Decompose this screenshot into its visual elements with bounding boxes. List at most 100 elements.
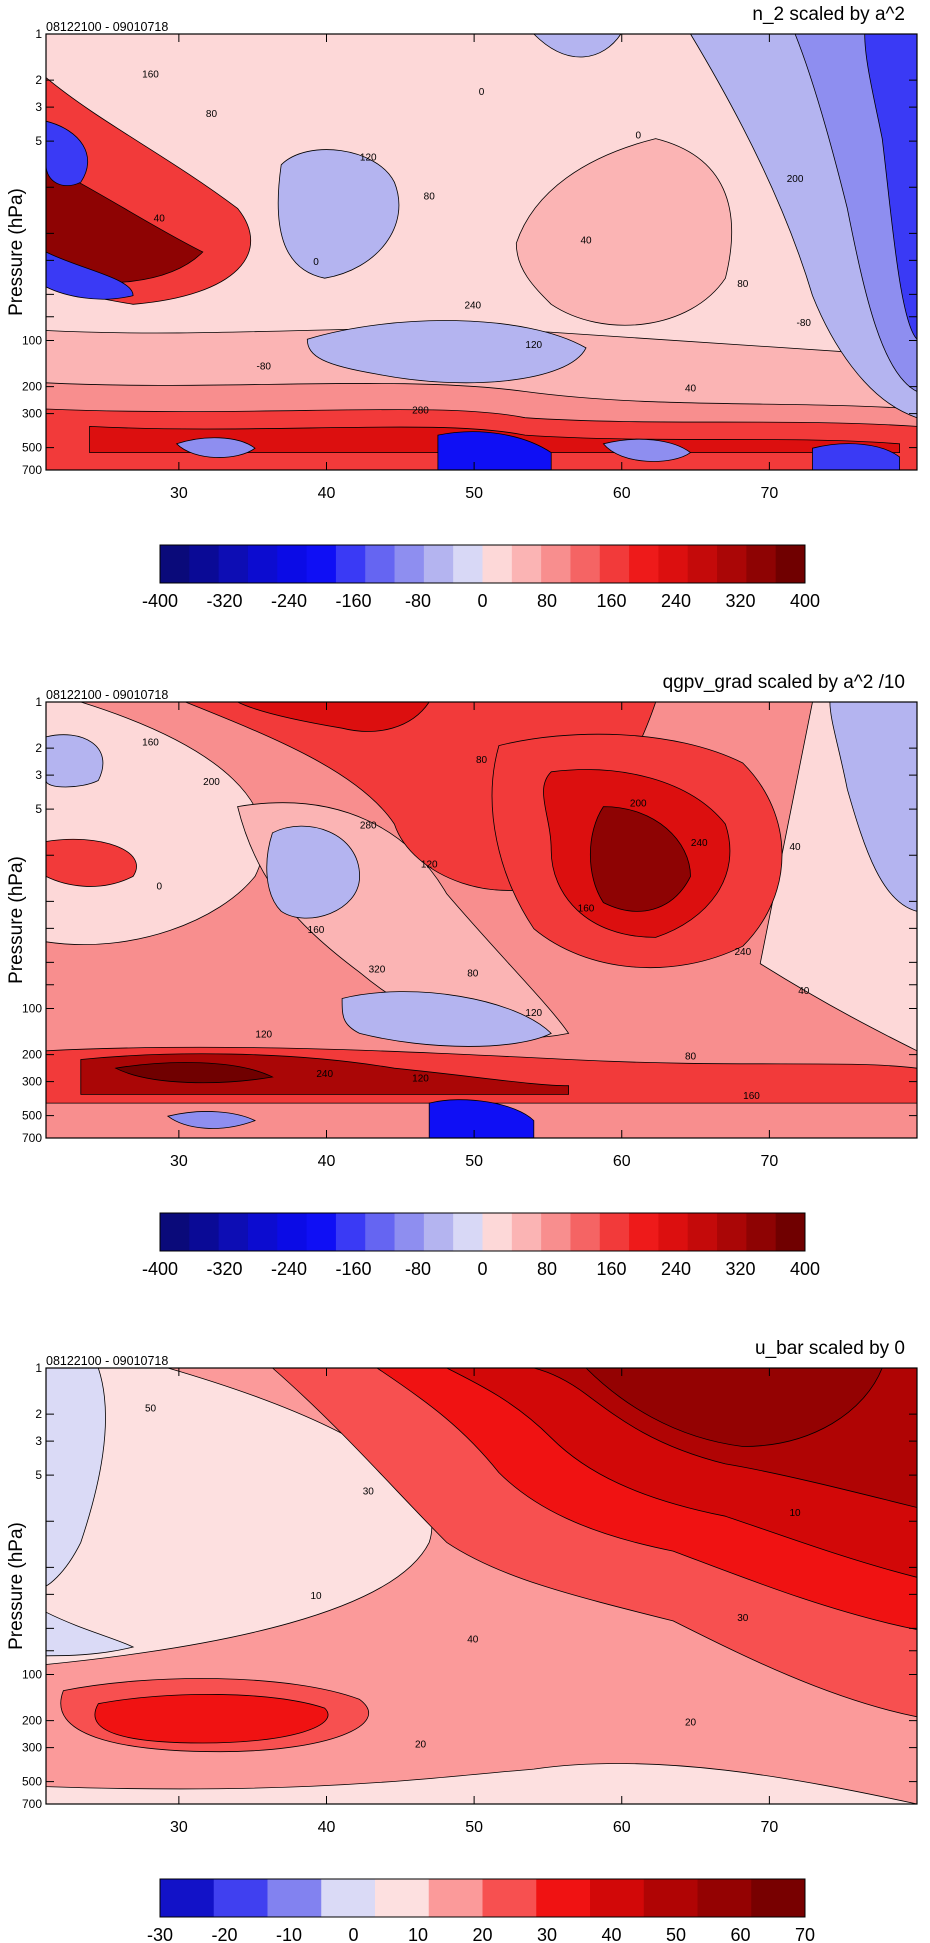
colorbar: -30 -20 -10 0 10 20 30 40 50 60 70 bbox=[147, 1878, 815, 1943]
contour-label: 80 bbox=[685, 1052, 697, 1063]
colorbar-swatch bbox=[453, 1213, 483, 1251]
contour-region bbox=[812, 443, 900, 471]
qgpv-chart: qgpv_grad scaled by a^2 /10 08122100 - 0… bbox=[6, 672, 918, 1279]
colorbar-frame bbox=[159, 544, 806, 584]
x-tick-label: 50 bbox=[465, 1153, 483, 1170]
colorbar-label: -320 bbox=[206, 591, 242, 611]
contour-region bbox=[515, 138, 732, 326]
x-tick-label: 30 bbox=[170, 1153, 188, 1170]
contour-label: -80 bbox=[797, 318, 812, 329]
x-tick-label: 60 bbox=[613, 485, 631, 502]
colorbar-swatch bbox=[541, 1213, 571, 1251]
colorbar-label: 240 bbox=[661, 591, 691, 611]
colorbar-label: 0 bbox=[348, 1925, 358, 1943]
contour-label: 120 bbox=[412, 1073, 429, 1084]
contour-label: 240 bbox=[316, 1069, 333, 1080]
x-tick-label: 50 bbox=[465, 1819, 483, 1836]
contour-label: 40 bbox=[685, 384, 697, 395]
colorbar: -400 -320 -240 -160 -80 0 80 160 240 320 400 bbox=[142, 544, 820, 611]
colorbar-swatch bbox=[160, 1879, 215, 1917]
colorbar-swatch bbox=[658, 545, 689, 583]
contour-region bbox=[237, 701, 430, 732]
colorbar-label: 50 bbox=[666, 1925, 686, 1943]
colorbar-swatch bbox=[599, 1213, 630, 1251]
colorbar-label: -80 bbox=[405, 591, 431, 611]
contour-label: 80 bbox=[206, 109, 218, 120]
colorbar-label: -400 bbox=[142, 1259, 178, 1279]
colorbar-swatch bbox=[536, 1879, 591, 1917]
colorbar-swatch bbox=[423, 1213, 454, 1251]
time-range-label: 08122100 - 09010718 bbox=[46, 688, 168, 702]
colorbar-swatch bbox=[482, 1879, 537, 1917]
plot-frame bbox=[45, 1367, 918, 1805]
colorbar-label: 240 bbox=[661, 1259, 691, 1279]
colorbar-swatch bbox=[511, 1213, 542, 1251]
contour-label: 40 bbox=[580, 235, 592, 246]
colorbar-swatch bbox=[751, 1879, 806, 1917]
colorbar: -400 -320 -240 -160 -80 0 80 160 240 320 400 bbox=[142, 1212, 820, 1279]
contour-label: 40 bbox=[798, 986, 810, 997]
contour-label: 240 bbox=[464, 301, 481, 312]
colorbar-swatch bbox=[697, 1879, 752, 1917]
contour-region bbox=[166, 1111, 256, 1129]
colorbar-swatch bbox=[277, 1213, 308, 1251]
contour-label: 0 bbox=[313, 257, 319, 268]
y-axis-label: Pressure (hPa) bbox=[6, 188, 27, 316]
colorbar-swatch bbox=[643, 1879, 698, 1917]
colorbar-swatch bbox=[541, 545, 571, 583]
contour-region bbox=[437, 431, 552, 471]
colorbar-label: 40 bbox=[601, 1925, 621, 1943]
plot-frame bbox=[45, 33, 918, 471]
y-tick-label: 5 bbox=[35, 134, 42, 148]
colorbar-frame bbox=[159, 1212, 806, 1252]
axis-ticks: 30 40 50 60 70 1 2 3 5 100 200 300 500 700 bbox=[22, 695, 917, 1170]
y-tick-label: 300 bbox=[22, 1741, 42, 1755]
colorbar-label: 0 bbox=[477, 1259, 487, 1279]
contour-region bbox=[45, 734, 104, 788]
y-tick-label: 300 bbox=[22, 407, 42, 421]
contour-region bbox=[45, 251, 134, 300]
contour-label: 160 bbox=[142, 738, 159, 749]
colorbar-label: -240 bbox=[271, 591, 307, 611]
contour-label: 200 bbox=[203, 777, 220, 788]
colorbar-swatch bbox=[599, 545, 630, 583]
colorbar-swatch bbox=[160, 1213, 190, 1251]
colorbar-swatch bbox=[423, 545, 454, 583]
contour-plot: 50 40 10 20 30 30 20 10 bbox=[45, 1367, 918, 1805]
chart-title: qgpv_grad scaled by a^2 /10 bbox=[663, 672, 905, 693]
contour-label: -80 bbox=[257, 362, 272, 373]
y-tick-label: 500 bbox=[22, 1775, 42, 1789]
contour-label: 80 bbox=[476, 755, 488, 766]
x-tick-label: 30 bbox=[170, 1819, 188, 1836]
time-range-label: 08122100 - 09010718 bbox=[46, 1354, 168, 1368]
colorbar-swatch bbox=[247, 1213, 278, 1251]
y-tick-label: 2 bbox=[35, 73, 42, 87]
contour-region bbox=[94, 1693, 329, 1744]
contour-region bbox=[341, 991, 552, 1047]
colorbar-swatch bbox=[717, 1213, 747, 1251]
colorbar-swatch bbox=[629, 545, 659, 583]
colorbar-swatch bbox=[746, 1213, 777, 1251]
y-tick-label: 1 bbox=[35, 1361, 42, 1375]
colorbar-swatch bbox=[189, 1213, 220, 1251]
colorbar-swatch bbox=[746, 545, 777, 583]
colorbar-label: 160 bbox=[596, 1259, 626, 1279]
contour-label: 10 bbox=[789, 1508, 801, 1519]
colorbar-frame bbox=[159, 1878, 806, 1918]
colorbar-label: -240 bbox=[271, 1259, 307, 1279]
contour-label: 10 bbox=[310, 1591, 322, 1602]
ubar-panel: u_bar scaled by 0 08122100 - 09010718 50… bbox=[0, 1334, 930, 1943]
colorbar-swatch bbox=[365, 1213, 396, 1251]
contour-label: 20 bbox=[685, 1718, 697, 1729]
colorbar-swatch bbox=[629, 1213, 659, 1251]
y-axis-label: Pressure (hPa) bbox=[6, 856, 27, 984]
x-tick-label: 30 bbox=[170, 485, 188, 502]
x-tick-label: 50 bbox=[465, 485, 483, 502]
contour-region bbox=[266, 825, 361, 919]
y-tick-label: 1 bbox=[35, 695, 42, 709]
colorbar-swatch bbox=[394, 545, 425, 583]
colorbar-swatch bbox=[375, 1879, 430, 1917]
colorbar-swatch bbox=[365, 545, 396, 583]
y-tick-label: 100 bbox=[22, 1001, 42, 1015]
contour-region bbox=[45, 120, 88, 187]
